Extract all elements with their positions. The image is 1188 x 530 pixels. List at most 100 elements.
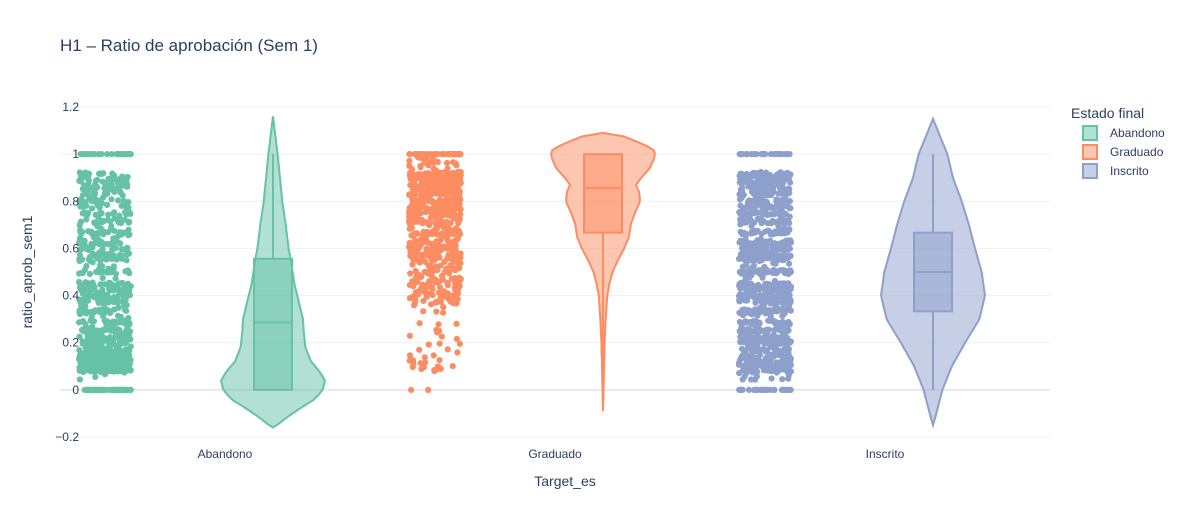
point: [102, 355, 109, 362]
point: [430, 245, 437, 252]
point: [437, 299, 445, 306]
point: [446, 207, 454, 214]
point: [90, 151, 97, 158]
point: [429, 184, 436, 191]
point: [454, 204, 461, 211]
point: [456, 274, 463, 281]
point: [76, 376, 83, 383]
point: [432, 276, 439, 283]
point: [780, 266, 787, 274]
point: [111, 172, 118, 179]
point: [745, 354, 752, 361]
point: [764, 199, 771, 207]
point: [786, 226, 793, 233]
point: [753, 324, 760, 331]
y-tick-label: −0.2: [55, 430, 79, 444]
point: [436, 284, 443, 291]
y-tick-label: 1: [72, 147, 79, 161]
point: [105, 175, 112, 182]
point: [419, 254, 426, 261]
point: [448, 239, 455, 246]
point: [110, 245, 118, 252]
point: [117, 216, 124, 223]
point: [76, 347, 83, 354]
point: [782, 237, 790, 244]
point: [758, 169, 765, 176]
point: [754, 237, 761, 244]
point: [106, 253, 113, 260]
point: [89, 205, 96, 212]
point: [88, 281, 95, 288]
point: [446, 267, 453, 274]
legend-swatch: [1082, 163, 1098, 179]
y-tick-label: 1.2: [62, 100, 79, 114]
point: [752, 355, 759, 362]
x-tick-label: Graduado: [528, 447, 582, 461]
point: [81, 297, 88, 304]
point: [736, 151, 743, 158]
point: [757, 184, 765, 191]
point: [101, 241, 108, 248]
point: [95, 299, 102, 306]
point: [124, 230, 131, 237]
point: [107, 354, 114, 361]
point: [76, 319, 83, 326]
point: [738, 194, 745, 201]
point: [444, 165, 451, 172]
legend-label: Abandono: [1110, 126, 1165, 140]
point: [95, 151, 102, 158]
point: [764, 354, 772, 361]
point: [438, 151, 445, 158]
point: [411, 302, 418, 309]
point: [765, 227, 772, 234]
point: [116, 327, 123, 334]
point: [425, 231, 432, 238]
point: [455, 219, 462, 227]
point: [748, 183, 755, 190]
point: [422, 258, 429, 266]
point: [76, 278, 83, 286]
point: [113, 346, 120, 354]
point: [89, 259, 96, 266]
point: [764, 333, 771, 340]
point: [82, 279, 89, 286]
point: [105, 320, 112, 327]
point: [741, 364, 748, 371]
point: [771, 247, 778, 254]
point: [745, 386, 753, 393]
point: [787, 307, 795, 314]
point: [764, 220, 771, 227]
point: [738, 187, 745, 194]
point: [119, 229, 126, 236]
point: [416, 320, 423, 327]
point: [448, 151, 455, 158]
point: [786, 151, 793, 158]
point: [756, 319, 763, 326]
point: [104, 151, 111, 158]
point: [414, 210, 422, 217]
point: [126, 209, 133, 216]
point: [440, 203, 447, 210]
points-inscrito: [735, 151, 795, 393]
point: [106, 309, 113, 316]
y-tick-label: 0.4: [62, 289, 79, 303]
points-layer: [76, 151, 795, 393]
point: [125, 204, 132, 211]
point: [121, 369, 128, 376]
point: [86, 270, 93, 277]
legend-title: Estado final: [1071, 105, 1144, 121]
point: [739, 312, 747, 319]
point: [781, 222, 788, 229]
point: [126, 151, 133, 158]
point: [94, 289, 101, 296]
point: [92, 211, 99, 218]
point: [426, 159, 433, 166]
point: [425, 270, 432, 277]
point: [77, 228, 84, 235]
point: [762, 366, 769, 374]
point: [778, 197, 786, 204]
point: [95, 386, 102, 393]
point: [108, 196, 115, 203]
point: [124, 245, 131, 253]
point: [408, 386, 415, 393]
